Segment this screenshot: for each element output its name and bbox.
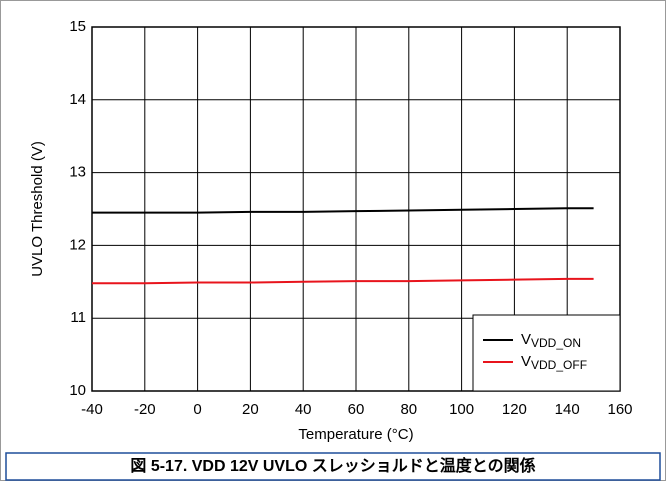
y-tick-label: 15: [69, 18, 86, 35]
data-line: [92, 207, 594, 214]
caption: 図 5-17. VDD 12V UVLO スレッショルドと温度との関係: [130, 456, 535, 475]
x-tick-label: 60: [348, 401, 365, 418]
y-tick-label: 10: [69, 382, 86, 399]
y-tick-label: 13: [69, 164, 86, 181]
x-tick-label: 160: [607, 401, 632, 418]
legend-label: VVDD_ON: [521, 331, 581, 350]
y-tick-label: 14: [69, 91, 86, 108]
x-tick-label: 0: [193, 401, 201, 418]
x-tick-label: 40: [295, 401, 312, 418]
x-tick-label: 80: [400, 401, 417, 418]
legend-label: VVDD_OFF: [521, 353, 587, 372]
y-axis-label: UVLO Threshold (V): [29, 141, 46, 277]
x-tick-label: -20: [134, 401, 156, 418]
y-tick-label: 12: [69, 236, 86, 253]
x-tick-label: 140: [555, 401, 580, 418]
legend-box: [472, 314, 621, 392]
x-tick-label: -40: [81, 401, 103, 418]
x-tick-label: 20: [242, 401, 259, 418]
caption-box: [5, 452, 661, 481]
x-axis-label: Temperature (°C): [298, 426, 413, 443]
y-tick-label: 11: [70, 309, 86, 326]
x-tick-label: 100: [449, 401, 474, 418]
x-tick-label: 120: [502, 401, 527, 418]
data-line: [92, 277, 594, 285]
